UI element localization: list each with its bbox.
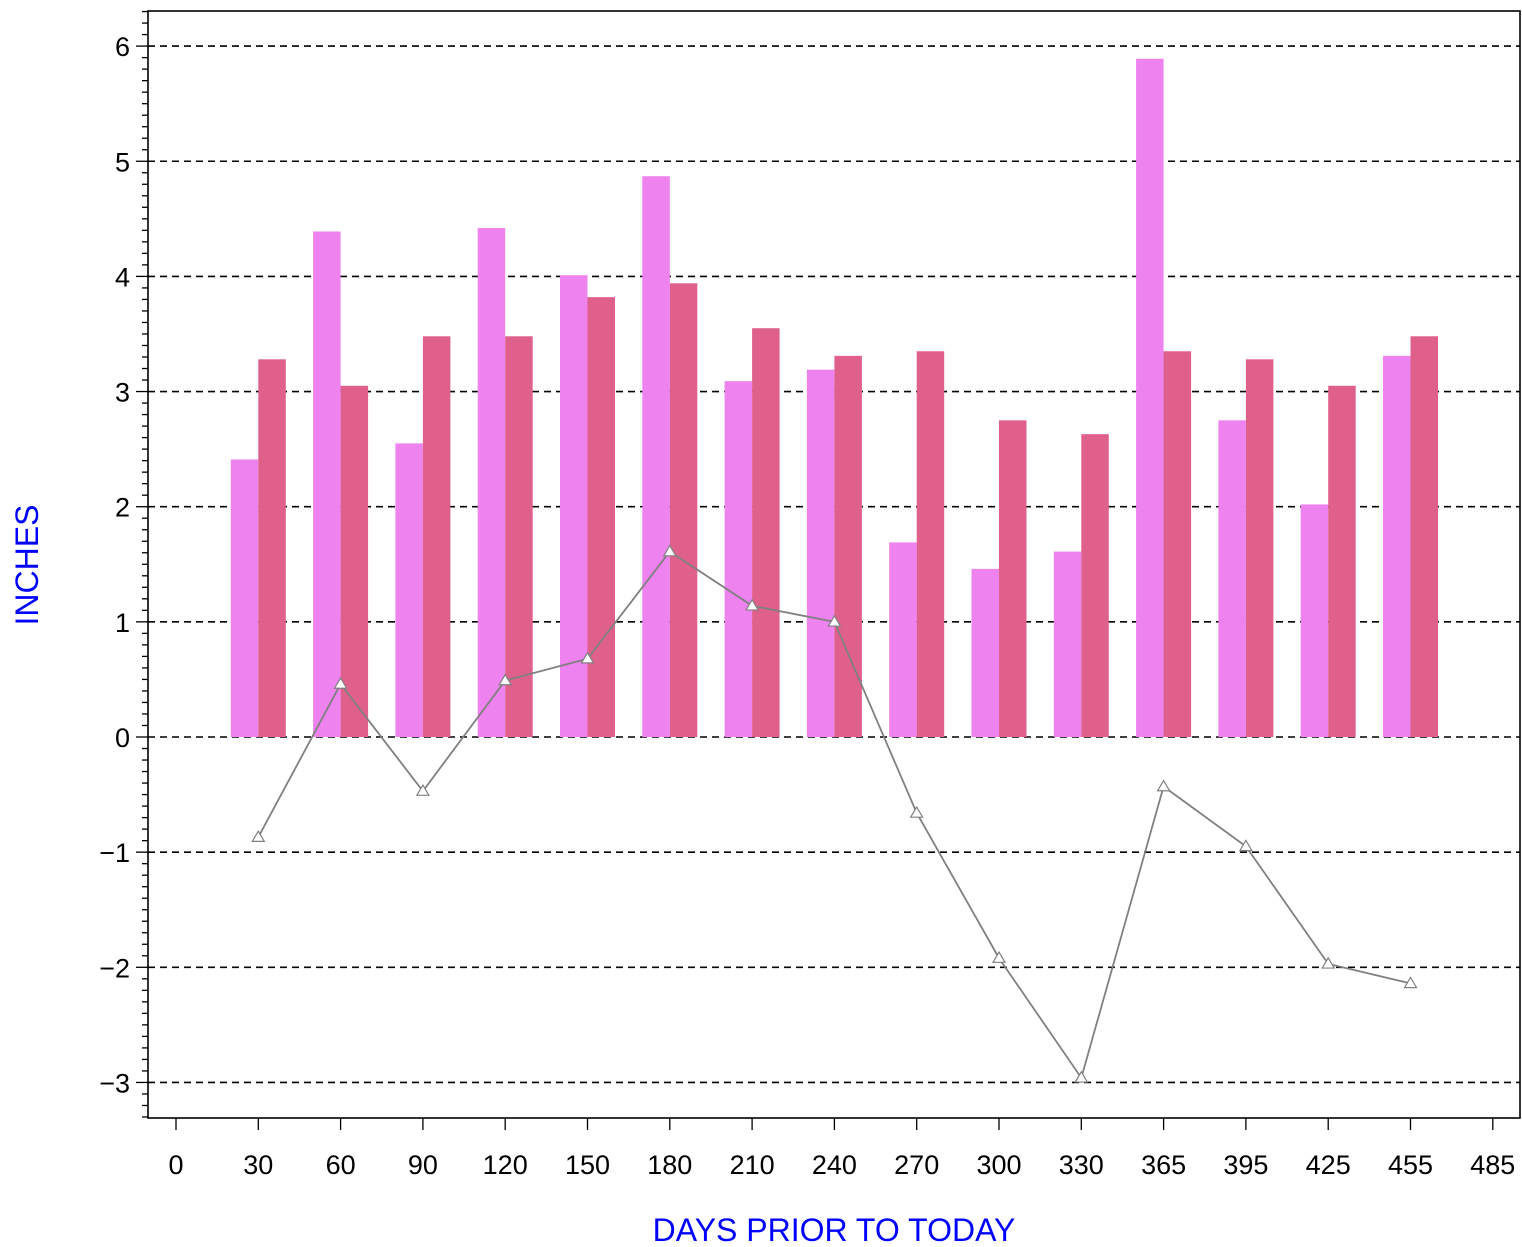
line-point-marker [1156,779,1171,792]
bar-series-2 [916,351,945,737]
bars [230,58,1438,738]
x-tick-label: 120 [483,1150,528,1180]
bar-series-2 [422,336,451,737]
bar-series-2 [834,355,862,737]
x-tick-label: 150 [565,1150,610,1180]
bar-series-1 [477,228,506,738]
line-point-marker [415,783,430,796]
bar-series-1 [1053,551,1082,737]
x-axis-title: DAYS PRIOR TO TODAY [653,1212,1016,1247]
line-point-marker [1074,1070,1089,1083]
bar-series-2 [752,328,780,737]
bar-series-1 [889,542,917,737]
x-tick-label: 365 [1141,1150,1186,1180]
y-tick-label: 4 [115,262,130,292]
bar-series-1 [313,231,341,737]
line-point-marker [333,676,348,689]
line-point-marker [662,544,677,557]
x-tick-label: 425 [1306,1150,1351,1180]
line-point-marker [1238,839,1253,852]
y-tick-label: 2 [115,493,130,523]
bar-series-1 [806,369,835,737]
x-tick-label: 60 [326,1150,356,1180]
x-tick-label: 0 [168,1150,183,1180]
line-point-marker [909,805,924,818]
y-tick-label: 1 [115,608,130,638]
y-axis-title: INCHES [9,505,45,626]
x-tick-label: 485 [1470,1150,1515,1180]
y-axis: 6 5 4 3 2 1 0 −1 −2 −3 [99,10,148,1118]
y-tick-label: 5 [115,147,130,177]
bar-series-1 [971,568,999,737]
bar-series-2 [587,297,615,737]
bar-series-2 [1410,336,1438,737]
line-point-marker [498,673,513,686]
difference-line [251,544,1418,1083]
line-point-marker [745,598,760,611]
bar-series-2 [1163,351,1192,737]
x-tick-label: 300 [976,1150,1021,1180]
bar-series-1 [395,443,423,737]
x-tick-label: 240 [812,1150,857,1180]
x-tick-label: 90 [408,1150,438,1180]
x-tick-label: 30 [243,1150,273,1180]
x-tick-label: 455 [1388,1150,1433,1180]
bar-series-1 [1383,355,1411,737]
y-tick-label: 3 [115,378,130,408]
y-tick-label: 0 [115,723,130,753]
bar-series-2 [258,359,286,737]
bar-series-2 [1245,359,1274,737]
x-tick-label: 180 [647,1150,692,1180]
x-tick-label: 270 [894,1150,939,1180]
bar-series-1 [230,459,259,737]
y-tick-label: 6 [115,32,130,62]
bar-series-2 [1081,434,1109,737]
bar-series-1 [560,275,588,737]
bar-series-1 [1218,420,1246,737]
x-tick-label: 330 [1059,1150,1104,1180]
line-point-marker [991,950,1007,963]
line-point-marker [580,651,595,664]
x-tick-label: 395 [1223,1150,1268,1180]
bar-series-2 [999,420,1027,737]
bar-series-2 [669,283,698,737]
line-point-marker [827,614,842,627]
bar-series-2 [505,336,533,737]
bar-series-1 [724,381,753,737]
bar-series-2 [1328,385,1356,737]
x-axis: 0 30 60 90 120 150 180 210 240 270 300 330 365 395 425… [168,1118,1515,1180]
y-tick-label: −2 [99,953,130,983]
x-tick-label: 210 [730,1150,775,1180]
y-tick-label: −1 [99,838,130,868]
line-point-marker [1403,976,1418,989]
bar-series-2 [340,385,369,737]
y-tick-label: −3 [99,1068,130,1098]
bar-series-1 [1136,58,1164,738]
bar-series-1 [1300,504,1329,737]
line-point-marker [251,829,266,842]
line-point-marker [1321,956,1336,969]
bar-series-1 [642,176,670,738]
